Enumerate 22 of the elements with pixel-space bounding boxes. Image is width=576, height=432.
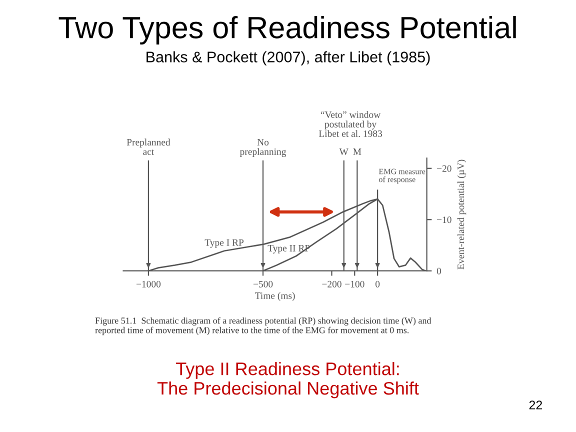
x-tick-label: −100 [345, 280, 364, 288]
series-label: Type I RP [204, 239, 244, 248]
x-axis-title: Time (ms) [255, 292, 295, 301]
text: 22 [529, 400, 542, 410]
y-axis-title: Event-related potential (µV) [457, 160, 466, 270]
ref-line-label: Preplanned act [126, 138, 170, 156]
text: Type II Readiness Potential: The Predecisional Negative Shift [157, 362, 419, 398]
chart-title: Two Types of Readiness Potential [58, 16, 516, 44]
y-tick-label: 0 [436, 268, 442, 274]
y-tick-label: −20 [437, 165, 452, 172]
ref-line-label: W [339, 148, 348, 156]
chart-subtitle: Banks & Pockett (2007), after Libet (1985) [146, 51, 430, 66]
ref-line-label: No preplanning [240, 139, 286, 157]
x-tick-label: −500 [253, 280, 273, 288]
x-tick-label: −1000 [136, 280, 161, 288]
ref-line-label: EMG measure of response [378, 168, 426, 184]
y-tick-label: −10 [437, 216, 452, 224]
text: “Veto” window postulated by Libet et al. 1983 [318, 111, 382, 138]
x-tick-label: 0 [376, 280, 380, 288]
caption: Figure 51.1 Schematic diagram of a readiness potential (RP) showing decision time (W) and reported time of movement (M) relative to the time of the EMG for movement at 0 ms. [95, 317, 432, 336]
ref-line-label: M [353, 148, 362, 155]
x-tick-label: −200 [322, 280, 342, 288]
